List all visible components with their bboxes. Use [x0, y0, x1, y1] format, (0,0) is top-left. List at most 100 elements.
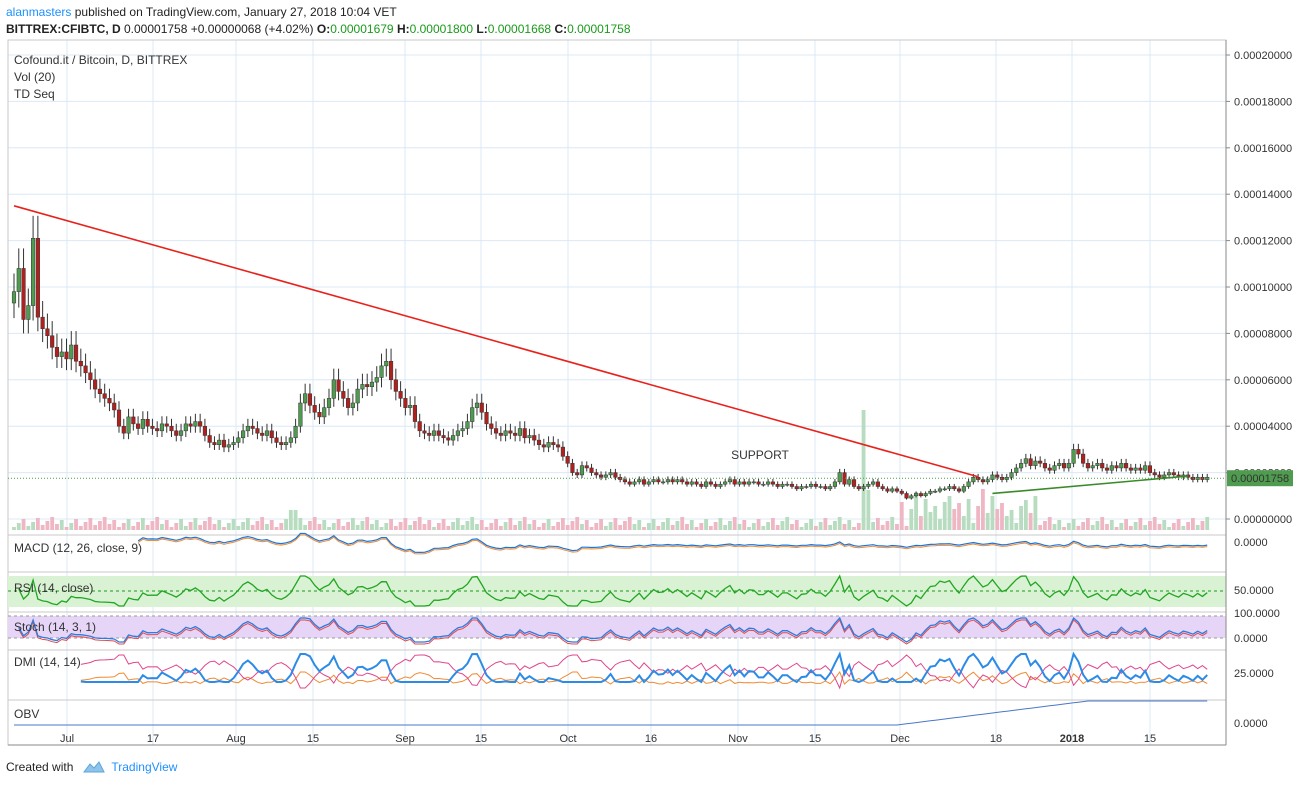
candle-body-87 [427, 432, 432, 436]
volume-bar-192 [928, 512, 933, 530]
volume-bar-79 [389, 519, 393, 530]
candle-body-169 [818, 486, 823, 488]
volume-bar-76 [374, 520, 379, 530]
candle-body-226 [1090, 465, 1095, 469]
candle-body-128 [622, 479, 627, 483]
volume-bar-234 [1128, 526, 1133, 530]
volume-bar-180 [871, 522, 876, 530]
volume-bar-112 [546, 519, 551, 530]
volume-bar-170 [823, 518, 828, 530]
candle-body-209 [1009, 472, 1014, 478]
candle-body-160 [775, 483, 780, 487]
candle-body-62 [307, 393, 312, 406]
volume-bar-6 [40, 525, 45, 530]
volume-bar-232 [1119, 523, 1124, 530]
volume-bar-171 [828, 525, 833, 530]
candle-body-173 [837, 472, 842, 483]
candle-body-50 [250, 425, 255, 429]
volume-bar-134 [651, 519, 656, 530]
candle-body-237 [1143, 465, 1148, 471]
candle-body-177 [856, 486, 861, 490]
candle-body-147 [713, 483, 718, 487]
volume-bar-162 [785, 517, 790, 530]
candle-body-57 [283, 442, 289, 446]
volume-bar-93 [455, 518, 460, 530]
candle-body-215 [1038, 460, 1043, 464]
volume-bar-216 [1043, 521, 1047, 530]
author-link[interactable]: alanmasters [6, 5, 72, 19]
volume-bar-217 [1047, 517, 1052, 530]
volume-bar-160 [775, 525, 780, 530]
candle-body-109 [532, 435, 537, 441]
candle-body-19 [102, 393, 107, 399]
candle-body-148 [718, 483, 723, 487]
open-label: O: [316, 22, 331, 36]
candle-body-201 [971, 476, 976, 483]
candle-body-139 [675, 479, 680, 483]
candle-body-18 [97, 388, 102, 394]
volume-bar-165 [799, 527, 804, 530]
candle-body-247 [1190, 476, 1195, 480]
candle-body-73 [360, 384, 365, 390]
candle-body-179 [866, 483, 871, 487]
volume-bar-13 [74, 519, 78, 530]
candle-body-135 [656, 479, 661, 483]
candle-body-107 [522, 428, 527, 439]
volume-bar-43 [217, 520, 222, 530]
candle-body-234 [1128, 467, 1133, 471]
volume-bar-222 [1071, 519, 1076, 530]
volume-bar-223 [1076, 526, 1081, 530]
dmi-label: DMI (14, 14) [14, 655, 81, 669]
x-tick-label-3: 15 [307, 733, 319, 745]
candle-body-28 [145, 418, 150, 427]
volume-bar-238 [1148, 521, 1152, 530]
volume-bar-73 [360, 521, 365, 530]
volume-bar-188 [909, 509, 914, 530]
volume-bar-67 [331, 523, 336, 530]
macd-tick: 0.0000 [1234, 537, 1268, 549]
stoch-d-line [18, 619, 1208, 645]
candle-body-150 [727, 479, 732, 483]
macd-line [137, 532, 1208, 554]
volume-bar-210 [1014, 523, 1019, 530]
candle-body-225 [1085, 463, 1090, 469]
candle-body-69 [341, 391, 346, 399]
volume-bar-90 [441, 519, 446, 530]
volume-bar-94 [460, 525, 465, 530]
candle-body-0 [11, 291, 17, 304]
candle-body-223 [1076, 449, 1081, 455]
volume-bar-164 [794, 520, 799, 530]
candle-body-110 [536, 439, 542, 446]
candle-body-243 [1171, 472, 1176, 476]
candle-body-89 [436, 430, 441, 436]
volume-bar-228 [1100, 517, 1105, 530]
candle-body-176 [851, 479, 857, 487]
candle-body-151 [732, 479, 737, 485]
volume-bar-157 [761, 526, 766, 530]
candle-body-136 [661, 481, 666, 484]
volume-bar-99 [484, 527, 489, 530]
volume-bar-70 [346, 522, 351, 530]
macd-label: MACD (12, 26, close, 9) [14, 541, 142, 555]
volume-bar-89 [436, 523, 441, 530]
candle-body-137 [665, 479, 670, 483]
candle-body-232 [1119, 463, 1124, 469]
volume-bar-46 [231, 519, 236, 530]
rsi-label: RSI (14, close) [14, 581, 93, 595]
volume-bar-196 [947, 496, 952, 530]
volume-bar-209 [1009, 510, 1014, 530]
volume-bar-154 [747, 527, 751, 530]
chart-title: Cofound.it / Bitcoin, D, BITTREX [14, 53, 187, 67]
candle-body-117 [570, 463, 575, 473]
y-tick-label-3: 0.00014000 [1234, 189, 1292, 201]
volume-bar-129 [627, 517, 632, 530]
volume-bar-118 [575, 517, 580, 530]
volume-bar-91 [446, 526, 451, 530]
tradingview-link[interactable]: TradingView [111, 760, 178, 774]
candle-body-36 [183, 423, 188, 432]
volume-bar-87 [427, 520, 432, 530]
volume-bar-53 [265, 524, 269, 530]
volume-bar-133 [646, 523, 651, 530]
volume-bar-68 [336, 519, 341, 530]
